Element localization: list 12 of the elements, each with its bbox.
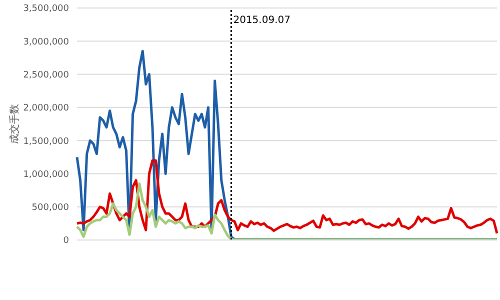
line-series [76,159,498,235]
y-tick-label: 2,000,000 [23,104,70,114]
annotation: 2015.09.07 [233,15,290,26]
y-axis-title: 成交手数 [8,104,21,144]
y-tick-label: 3,000,000 [23,37,70,48]
line-series [76,182,498,240]
y-tick-label: 1,500,000 [23,136,70,147]
y-tick-label: 2,500,000 [23,70,70,80]
y-tick-label: 500,000 [32,203,70,214]
y-tick-label: 0 [63,236,70,246]
y-tick-label: 1,000,000 [23,170,70,180]
y-tick-label: 3,500,000 [23,4,70,14]
